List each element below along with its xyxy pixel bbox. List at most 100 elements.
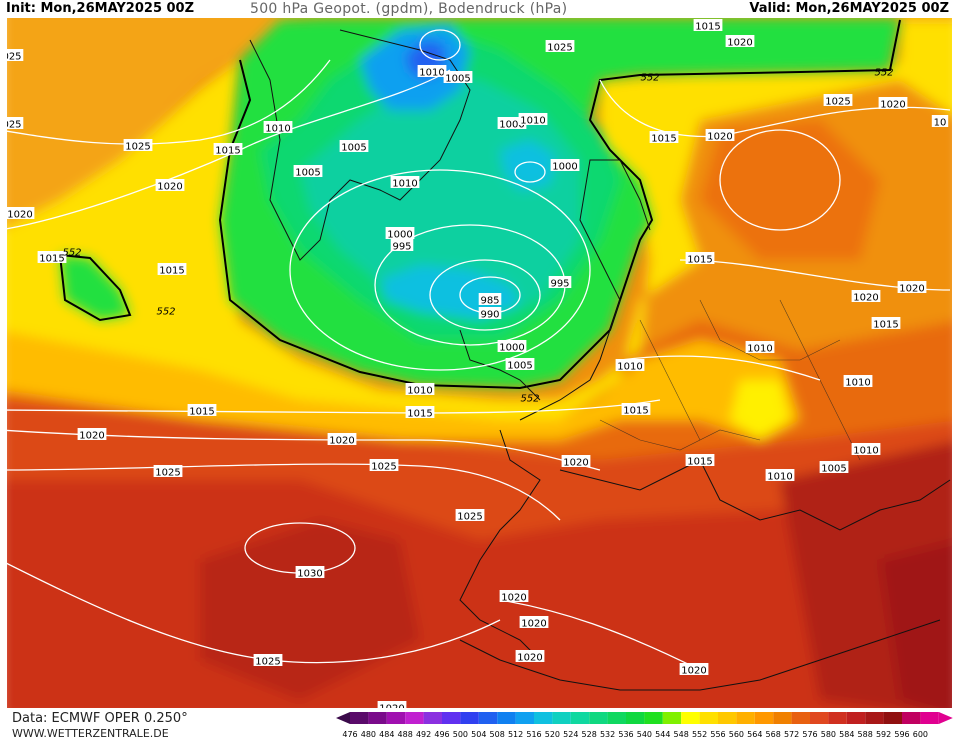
legend-label: 500 [453,730,468,739]
legend-label: 576 [802,730,817,739]
legend-label: 488 [398,730,413,739]
legend-label: 480 [361,730,376,739]
isobar-label: 1005 [341,143,366,154]
isobar-label-box [725,35,755,47]
legend-swatch [534,712,553,724]
isobar-label-box [550,159,580,171]
isobar-label-box [518,113,548,125]
legend-label: 484 [379,730,394,739]
legend-label: 580 [821,730,836,739]
isobar-label: 1015 [39,254,64,265]
legend-label: 560 [729,730,744,739]
legend-label: 544 [655,730,670,739]
legend-label: 584 [839,730,854,739]
legend-swatch [681,712,700,724]
legend-swatch [773,712,792,724]
legend-label: 556 [710,730,725,739]
legend-label: 504 [471,730,486,739]
legend-label: 520 [545,730,560,739]
isobar-label: 1010 [407,386,432,397]
contour-label: 552 [156,307,175,318]
isobar-label-box [37,251,67,263]
isobar-label-box [615,359,645,371]
legend-swatch [718,712,737,724]
isobar-label-box [263,121,293,133]
legend-swatch [497,712,516,724]
isobar-label: 1020 [329,436,354,447]
low-geopotential-field [60,18,900,388]
legend-label: 568 [766,730,781,739]
legend-swatch [386,712,406,724]
color-legend: 476 480 484 488 492 496 500 504 508 512 516 520 524 5… [336,712,953,739]
isobar-label-box [390,239,414,251]
isobar-label-box [843,375,873,387]
isobar-label: 1010 [767,472,792,483]
isobar-label-box [515,650,545,662]
legend-label: 512 [508,730,523,739]
isobar-label: 1030 [297,569,322,580]
isobar-label: 1015 [651,134,676,145]
isobar-label-box [295,566,325,578]
isobar-label: 1025 [457,512,482,523]
isobar-label-box [497,340,527,352]
isobar-label-box [153,465,183,477]
contour-label: 552 [520,394,539,405]
isobar-label-box [157,263,187,275]
legend-swatch [754,712,774,724]
isobar-label-box [548,276,572,288]
isobar-label-box [385,227,415,239]
isobar-label-box [685,454,715,466]
isobar-label: 1015 [215,146,240,157]
isobar-label-box [405,406,435,418]
legend-arrow-left [336,712,350,724]
isobar-label: 1005 [445,74,470,85]
isobar-label-box [745,341,775,353]
isobar-label: 1010 [520,116,545,127]
isobar-label: 990 [480,310,499,321]
isobar-label-box [7,207,35,219]
legend-swatch [920,712,939,724]
isobar-label: 1005 [295,168,320,179]
isobar-label: 1015 [407,409,432,420]
isobar-label: 1020 [501,593,526,604]
legend-swatch [644,712,663,724]
contour-label: 552 [640,73,659,84]
isobar-label-box [405,383,435,395]
legend-swatch [865,712,884,724]
legend-swatch [368,712,387,724]
isobar-label-box [478,307,502,319]
legend-swatch [902,712,921,724]
map-title: 500 hPa Geopot. (gpdm), Bodendruck (hPa) [250,1,568,17]
isobar-label: 1015 [687,457,712,468]
contour-label: 552 [874,68,893,79]
isobar-label-box [679,663,709,675]
isobar-label-box [621,403,651,415]
legend-swatch [405,712,424,724]
isobar-label: 1010 [845,378,870,389]
isobar-label-box [478,293,502,305]
isobar-label-box [253,654,283,666]
isobar-label: 1010 [265,124,290,135]
isobar-label-box [77,428,107,440]
isobar-label: 985 [480,296,499,307]
isobar-label: 1020 [681,666,706,677]
isobar-label-box [823,94,853,106]
legend-label: 516 [526,730,541,739]
isobar-label: 1020 [379,704,404,709]
isobar-label-box [705,129,735,141]
isobar-label-box [931,115,949,127]
legend-label: 552 [692,730,707,739]
isobar-label: 1025 [125,142,150,153]
isobar-label: 1015 [873,320,898,331]
isobar-labels: 0250251025102010201015101510151010100510… [7,19,949,709]
legend-label: 508 [490,730,505,739]
data-source: Data: ECMWF OPER 0.250° [12,711,188,726]
isobar-label-box [417,65,447,77]
coastlines [249,29,951,691]
isobar-label-box [455,509,485,521]
isobar-label: 1025 [371,462,396,473]
legend-swatch [460,712,479,724]
isobar-label: 1020 [707,132,732,143]
isobar-label-box [155,179,185,191]
isobar-label: 1015 [159,266,184,277]
